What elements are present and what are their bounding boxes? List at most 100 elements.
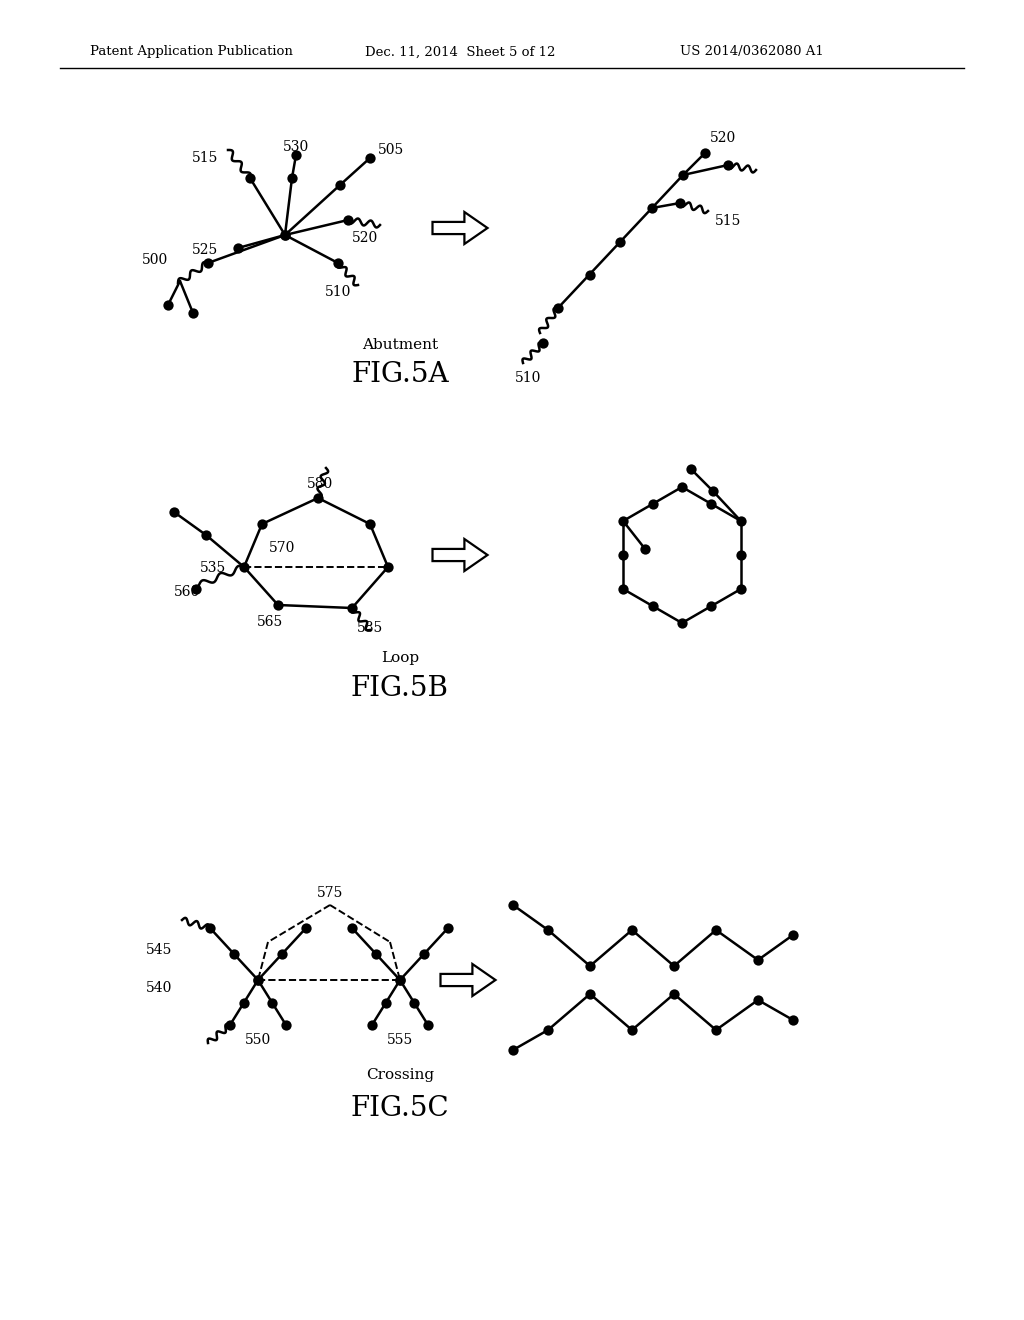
Point [666,983,682,1005]
Point [310,487,327,508]
Point [637,539,653,560]
Text: FIG.5C: FIG.5C [350,1094,450,1122]
Point [229,238,246,259]
Text: 585: 585 [357,620,383,635]
Point [540,1019,556,1040]
Point [288,144,304,165]
Point [236,557,252,578]
Point [624,920,640,941]
Text: 535: 535 [200,561,226,576]
FancyArrow shape [440,964,496,997]
Text: 540: 540 [145,981,172,995]
Point [406,991,422,1012]
Point [361,513,378,535]
Point [416,944,432,965]
Point [611,231,628,252]
Point [720,154,736,176]
Point [674,477,690,498]
Point [184,302,201,323]
Point [166,502,182,523]
Point [615,578,632,599]
Point [535,333,551,354]
Point [298,917,314,939]
Point [644,198,660,219]
Text: 515: 515 [715,214,741,228]
Point [733,544,750,565]
Point [340,210,356,231]
Point [708,1019,724,1040]
Point [222,1015,239,1036]
Point [378,991,394,1012]
Point [540,920,556,941]
Point [672,193,688,214]
Point [683,458,699,479]
Point [273,944,290,965]
Text: 505: 505 [378,143,404,157]
Point [582,264,598,285]
Point [505,1039,521,1060]
Point [550,297,566,318]
Point [505,895,521,916]
Point [202,917,218,939]
Text: 500: 500 [141,253,168,267]
Text: Crossing: Crossing [366,1068,434,1082]
Point [750,949,766,970]
Point [392,969,409,990]
Text: Loop: Loop [381,651,419,665]
Text: Dec. 11, 2014  Sheet 5 of 12: Dec. 11, 2014 Sheet 5 of 12 [365,45,555,58]
Text: FIG.5A: FIG.5A [351,362,449,388]
Point [420,1015,436,1036]
Point [276,224,293,246]
Point [198,524,214,545]
Point [644,595,660,616]
Point [674,612,690,634]
Point [784,1010,801,1031]
Point [160,294,176,315]
Point [705,480,721,502]
Text: 525: 525 [191,243,218,257]
Point [187,578,204,599]
Point [226,944,243,965]
Point [344,598,360,619]
Text: 515: 515 [191,150,218,165]
Text: 555: 555 [387,1034,413,1047]
Text: 560: 560 [174,585,200,599]
Text: 575: 575 [316,886,343,900]
Text: 530: 530 [283,140,309,154]
Point [750,990,766,1011]
Point [200,252,216,273]
Text: 545: 545 [145,942,172,957]
Point [440,917,457,939]
Point [236,991,252,1012]
Point [278,1015,294,1036]
Point [784,924,801,945]
Text: 510: 510 [515,371,542,385]
Point [250,969,266,990]
Point [615,544,632,565]
Point [242,168,258,189]
Point [284,168,300,189]
Text: FIG.5B: FIG.5B [351,675,449,701]
Point [269,594,286,615]
Point [361,148,378,169]
Point [380,557,396,578]
Point [364,1015,380,1036]
Point [696,143,713,164]
Point [332,174,348,195]
Point [703,595,720,616]
Text: 520: 520 [352,231,378,246]
Point [733,578,750,599]
Text: 580: 580 [307,477,333,491]
Point [624,1019,640,1040]
FancyArrow shape [432,539,487,572]
Text: 520: 520 [710,131,736,145]
Text: 570: 570 [268,541,295,554]
Text: Abutment: Abutment [361,338,438,352]
Point [708,920,724,941]
Text: 550: 550 [245,1034,271,1047]
Text: 565: 565 [257,615,283,630]
Point [344,917,360,939]
Text: US 2014/0362080 A1: US 2014/0362080 A1 [680,45,823,58]
Point [582,956,598,977]
Point [644,494,660,515]
